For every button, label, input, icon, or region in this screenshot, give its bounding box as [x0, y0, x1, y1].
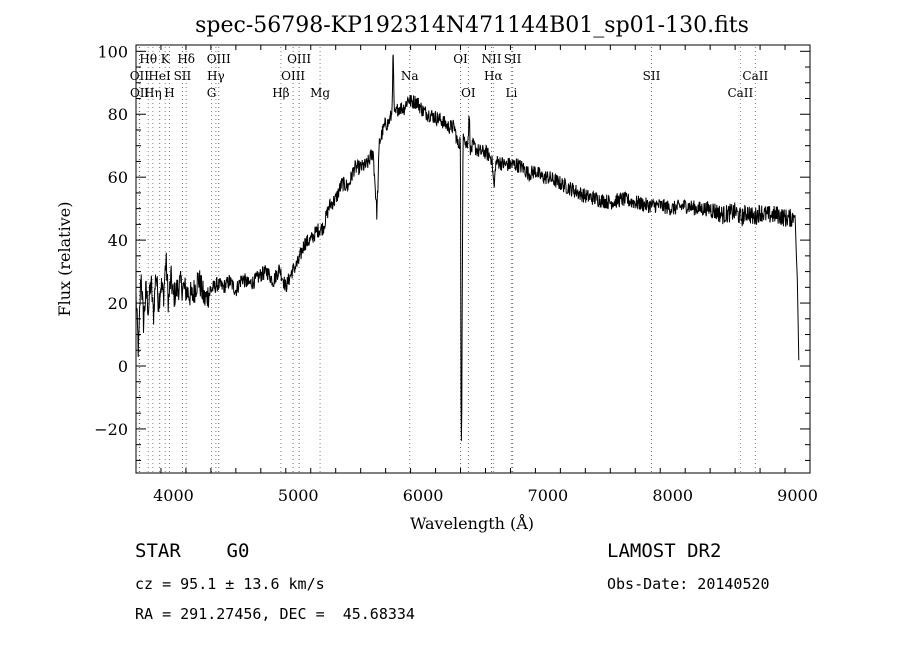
object-class: STAR G0	[135, 540, 250, 562]
line-marker-label-1: K	[161, 52, 171, 66]
spectrum-line	[135, 54, 800, 441]
ra-dec-line: RA = 291.27456, DEC = 45.68334	[135, 605, 415, 623]
line-marker-label-23: OI	[461, 86, 476, 100]
line-marker-label-25: CaII	[727, 86, 753, 100]
line-marker-label-3: OIII	[207, 52, 231, 66]
plot-frame	[135, 44, 811, 474]
chart-title: spec-56798-KP192314N471144B01_sp01-130.f…	[195, 13, 749, 38]
y-tick-label: −20	[94, 420, 128, 439]
line-marker-label-4: OIII	[287, 52, 311, 66]
x-tick-label: 5000	[278, 486, 319, 505]
line-marker-label-15: SII	[643, 69, 661, 83]
line-marker-label-16: CaII	[742, 69, 768, 83]
x-tick-label: 6000	[403, 486, 444, 505]
x-tick-label: 9000	[777, 486, 818, 505]
line-marker-label-14: Hα	[484, 69, 503, 83]
line-marker-label-9: HeI	[148, 69, 171, 83]
line-marker-label-13: Na	[401, 69, 419, 83]
line-marker-label-22: Mg	[310, 86, 330, 100]
line-marker-label-6: NII	[481, 52, 501, 66]
x-tick-label: 4000	[153, 486, 194, 505]
line-marker-label-17: OII	[130, 86, 150, 100]
line-marker-label-10: SII	[174, 69, 192, 83]
y-tick-label: 80	[108, 105, 128, 124]
line-marker-label-19: H	[164, 86, 174, 100]
line-marker-label-0: Hθ	[139, 52, 157, 66]
line-marker-label-20: G	[207, 86, 217, 100]
line-marker-label-7: SII	[504, 52, 522, 66]
x-tick-label: 8000	[652, 486, 693, 505]
line-marker-label-24: Li	[506, 86, 518, 100]
line-marker-label-12: OIII	[281, 69, 305, 83]
y-tick-label: 0	[118, 357, 128, 376]
y-tick-label: 40	[108, 231, 128, 250]
obs-date: Obs-Date: 20140520	[607, 575, 770, 593]
line-marker-label-8: OII	[130, 69, 150, 83]
line-marker-label-11: Hγ	[207, 69, 225, 83]
y-tick-label: 20	[108, 294, 128, 313]
line-marker-label-18: Hη	[144, 86, 162, 100]
redshift-line: cz = 95.1 ± 13.6 km/s	[135, 575, 325, 593]
y-tick-label: 100	[97, 42, 128, 61]
x-axis-label: Wavelength (Å)	[410, 513, 534, 533]
x-tick-label: 7000	[528, 486, 569, 505]
y-axis-label: Flux (relative)	[55, 202, 74, 317]
line-marker-label-2: Hδ	[177, 52, 195, 66]
line-marker-label-5: OI	[453, 52, 468, 66]
survey-label: LAMOST DR2	[607, 540, 722, 562]
y-tick-label: 60	[108, 168, 128, 187]
line-marker-label-21: Hβ	[272, 86, 289, 100]
